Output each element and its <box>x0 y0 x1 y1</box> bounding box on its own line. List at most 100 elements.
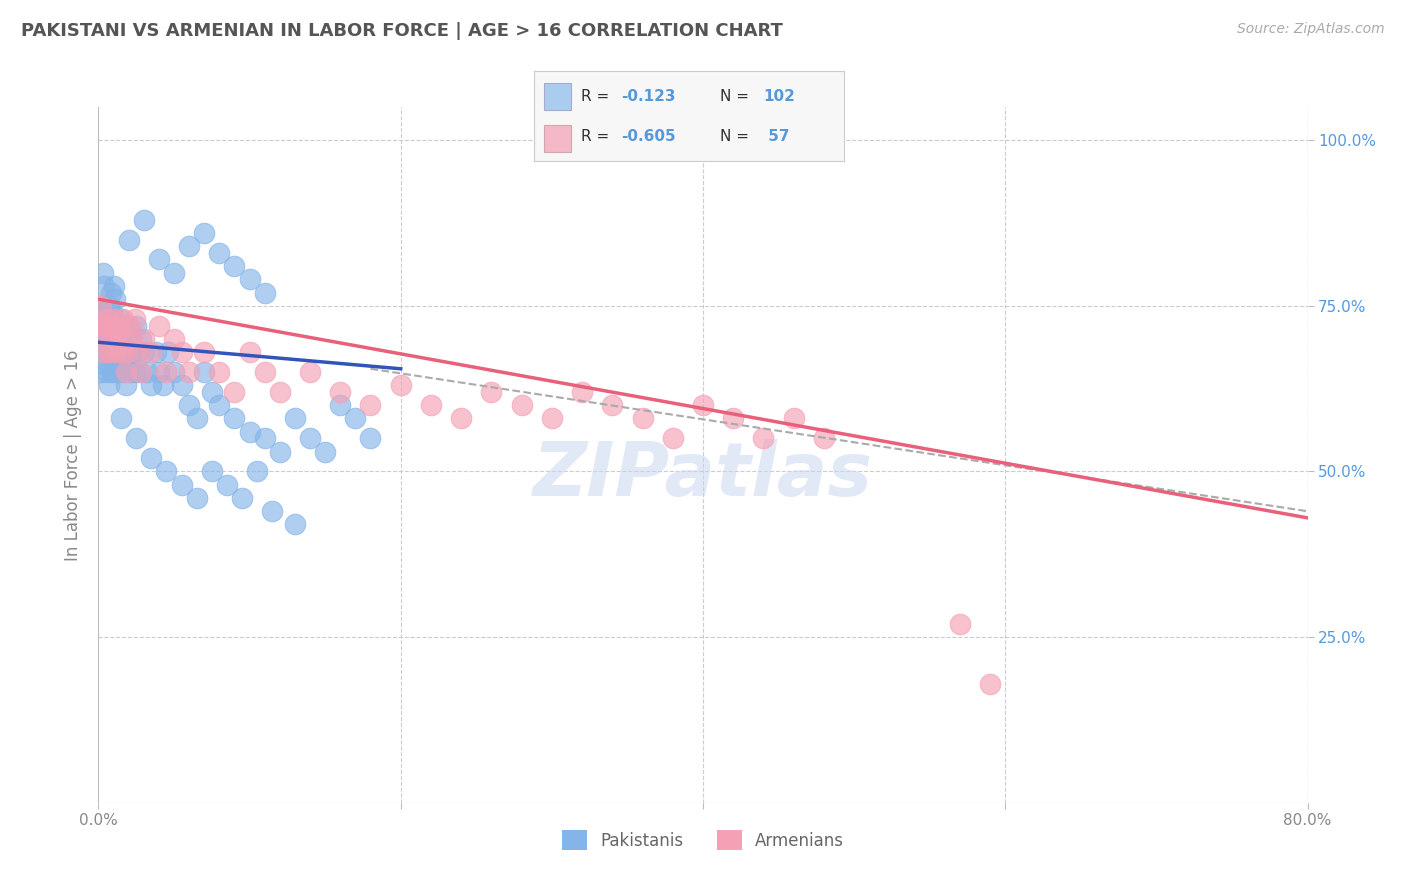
Point <box>114 365 136 379</box>
Point <box>91 332 114 346</box>
Text: N =: N = <box>720 129 754 144</box>
FancyBboxPatch shape <box>544 83 571 110</box>
Point <box>107 365 129 379</box>
Point <box>101 332 124 346</box>
Point <box>98 299 121 313</box>
Point <box>163 365 186 379</box>
Point <box>510 398 533 412</box>
Point <box>284 411 307 425</box>
Point <box>118 318 141 333</box>
Point <box>262 504 284 518</box>
Point <box>96 318 118 333</box>
Point <box>132 345 155 359</box>
Text: 102: 102 <box>763 89 794 103</box>
FancyBboxPatch shape <box>544 125 571 152</box>
Point <box>115 345 138 359</box>
Point <box>148 252 170 267</box>
Point <box>193 365 215 379</box>
Point <box>141 345 163 359</box>
Point <box>450 411 472 425</box>
Point <box>723 411 745 425</box>
Point <box>93 318 115 333</box>
Text: 57: 57 <box>763 129 790 144</box>
Text: N =: N = <box>720 89 754 103</box>
Point <box>170 477 193 491</box>
Point <box>540 411 562 425</box>
Point <box>127 345 149 359</box>
Legend: Pakistanis, Armenians: Pakistanis, Armenians <box>555 823 851 857</box>
Point <box>949 616 972 631</box>
Point <box>155 365 177 379</box>
Point <box>91 299 114 313</box>
Point <box>661 431 683 445</box>
Point <box>103 312 125 326</box>
Point <box>186 411 208 425</box>
Point <box>156 345 179 359</box>
Point <box>103 312 125 326</box>
Point <box>100 318 122 333</box>
Point <box>125 318 148 333</box>
Point <box>110 332 132 346</box>
Point <box>129 365 152 379</box>
Point <box>93 279 115 293</box>
Text: ZIPatlas: ZIPatlas <box>533 439 873 512</box>
Point <box>103 279 125 293</box>
Point <box>132 332 155 346</box>
Point <box>208 365 231 379</box>
Point <box>98 378 121 392</box>
Point <box>100 285 122 300</box>
Point <box>253 285 276 300</box>
Point <box>269 384 291 399</box>
Point <box>231 491 253 505</box>
Point <box>120 365 142 379</box>
Point <box>112 332 135 346</box>
Point <box>115 359 138 373</box>
Point <box>104 326 127 340</box>
Point <box>94 305 117 319</box>
Point <box>114 378 136 392</box>
Point <box>481 384 503 399</box>
Point <box>89 318 111 333</box>
Point <box>111 312 134 326</box>
Point <box>129 332 152 346</box>
Point <box>93 345 115 359</box>
Point <box>112 365 135 379</box>
Point <box>93 312 115 326</box>
Point <box>201 465 224 479</box>
Point <box>132 212 155 227</box>
Point <box>692 398 714 412</box>
Point <box>118 345 141 359</box>
Point <box>104 359 127 373</box>
Point <box>135 365 157 379</box>
Point <box>269 444 291 458</box>
Point <box>108 318 131 333</box>
Point <box>155 465 177 479</box>
Point <box>299 365 322 379</box>
Point <box>215 477 238 491</box>
Point <box>246 465 269 479</box>
Point <box>110 359 132 373</box>
Point <box>110 345 132 359</box>
Y-axis label: In Labor Force | Age > 16: In Labor Force | Age > 16 <box>65 349 83 561</box>
Point <box>110 411 132 425</box>
Point <box>420 398 443 412</box>
Point <box>360 398 382 412</box>
Point <box>239 345 262 359</box>
Point <box>115 332 138 346</box>
Point <box>163 332 186 346</box>
Text: R =: R = <box>581 129 614 144</box>
Point <box>104 292 127 306</box>
Text: Source: ZipAtlas.com: Source: ZipAtlas.com <box>1237 22 1385 37</box>
Point <box>602 398 624 412</box>
Point <box>170 345 193 359</box>
Point <box>141 451 163 466</box>
Point <box>118 318 141 333</box>
Point <box>114 345 136 359</box>
Point <box>94 359 117 373</box>
Point <box>752 431 775 445</box>
Point <box>118 233 141 247</box>
Point <box>127 345 149 359</box>
Point <box>239 272 262 286</box>
Point <box>631 411 654 425</box>
Point <box>128 365 150 379</box>
